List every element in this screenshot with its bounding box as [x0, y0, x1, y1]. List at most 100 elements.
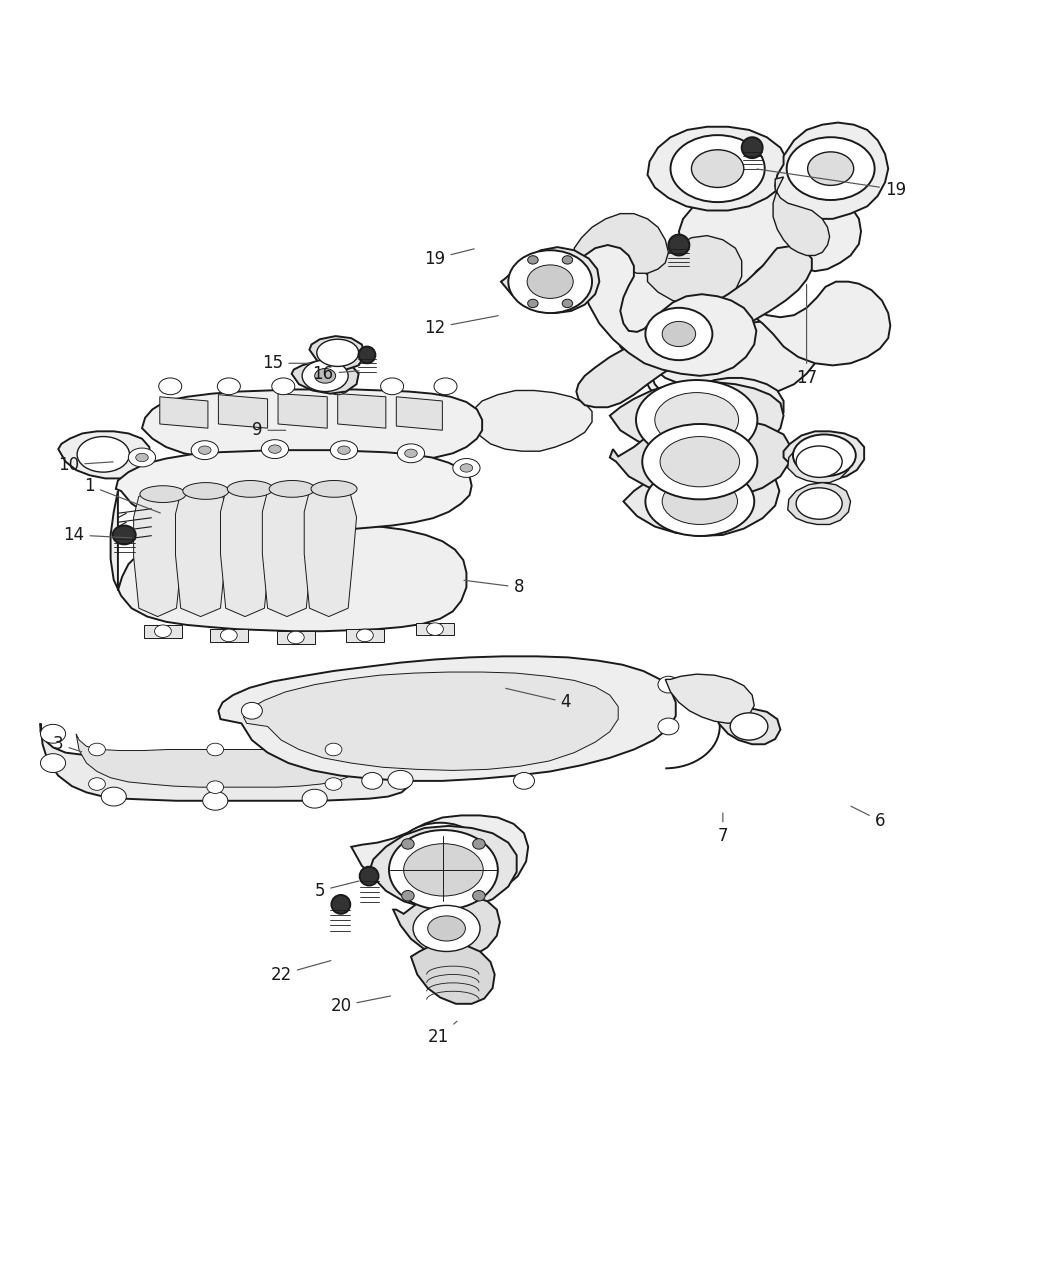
Ellipse shape: [473, 890, 485, 901]
Text: 1: 1: [84, 477, 160, 513]
Ellipse shape: [730, 713, 768, 739]
Ellipse shape: [658, 718, 679, 734]
Ellipse shape: [662, 478, 738, 524]
Ellipse shape: [129, 448, 155, 467]
Polygon shape: [278, 394, 327, 428]
Ellipse shape: [359, 867, 378, 886]
Text: 15: 15: [262, 354, 310, 372]
Polygon shape: [77, 734, 356, 787]
Text: 20: 20: [330, 996, 391, 1015]
Polygon shape: [304, 486, 356, 617]
Text: 9: 9: [252, 421, 286, 440]
Ellipse shape: [434, 377, 457, 395]
Polygon shape: [501, 247, 599, 314]
Text: 22: 22: [270, 960, 331, 983]
Text: 16: 16: [312, 365, 359, 382]
Ellipse shape: [397, 444, 424, 463]
Ellipse shape: [401, 839, 414, 849]
Polygon shape: [650, 321, 820, 395]
Ellipse shape: [154, 625, 171, 638]
Polygon shape: [624, 462, 780, 536]
Ellipse shape: [325, 778, 342, 790]
Polygon shape: [218, 395, 267, 428]
Ellipse shape: [562, 300, 572, 307]
Polygon shape: [41, 723, 411, 801]
Ellipse shape: [158, 377, 181, 395]
Ellipse shape: [202, 792, 227, 810]
Ellipse shape: [389, 830, 498, 909]
Text: 5: 5: [314, 881, 359, 900]
Ellipse shape: [271, 377, 294, 395]
Ellipse shape: [302, 360, 348, 391]
Ellipse shape: [646, 467, 755, 536]
Polygon shape: [773, 177, 830, 255]
Text: 12: 12: [424, 316, 498, 337]
Ellipse shape: [508, 250, 592, 314]
Text: 4: 4: [506, 688, 571, 711]
Ellipse shape: [89, 743, 106, 756]
Ellipse shape: [380, 377, 403, 395]
Text: 21: 21: [428, 1021, 457, 1047]
Polygon shape: [133, 491, 184, 617]
Ellipse shape: [428, 915, 465, 941]
Ellipse shape: [562, 256, 572, 264]
Text: 14: 14: [63, 525, 132, 544]
Polygon shape: [393, 894, 500, 958]
Polygon shape: [337, 394, 386, 428]
Polygon shape: [616, 179, 891, 366]
Ellipse shape: [314, 368, 335, 384]
Ellipse shape: [206, 780, 223, 793]
Ellipse shape: [182, 483, 228, 500]
Polygon shape: [141, 389, 482, 467]
Ellipse shape: [198, 446, 211, 454]
Ellipse shape: [669, 235, 690, 255]
Ellipse shape: [41, 754, 66, 773]
Ellipse shape: [413, 905, 480, 951]
Ellipse shape: [401, 890, 414, 901]
Ellipse shape: [808, 152, 854, 185]
Ellipse shape: [311, 481, 357, 497]
Polygon shape: [784, 431, 865, 479]
Ellipse shape: [403, 844, 483, 896]
Polygon shape: [220, 486, 272, 617]
Text: 19: 19: [424, 249, 474, 268]
Polygon shape: [116, 450, 472, 530]
Ellipse shape: [220, 629, 237, 641]
Polygon shape: [776, 122, 889, 219]
Ellipse shape: [796, 488, 843, 519]
Ellipse shape: [287, 631, 304, 644]
Ellipse shape: [325, 743, 342, 756]
Polygon shape: [788, 441, 851, 483]
Polygon shape: [243, 672, 618, 770]
Ellipse shape: [453, 459, 480, 477]
Ellipse shape: [206, 743, 223, 756]
Ellipse shape: [742, 138, 763, 158]
Ellipse shape: [337, 446, 350, 454]
Ellipse shape: [793, 435, 856, 477]
Polygon shape: [175, 488, 228, 617]
Ellipse shape: [405, 449, 417, 458]
Polygon shape: [210, 629, 247, 641]
Ellipse shape: [411, 836, 470, 882]
Ellipse shape: [527, 300, 538, 307]
Polygon shape: [472, 390, 592, 451]
Ellipse shape: [388, 770, 413, 789]
Ellipse shape: [646, 307, 713, 360]
Polygon shape: [262, 486, 314, 617]
Polygon shape: [788, 483, 851, 524]
Text: 10: 10: [58, 455, 113, 474]
Polygon shape: [416, 623, 454, 635]
Ellipse shape: [527, 265, 573, 298]
Ellipse shape: [135, 454, 148, 462]
Ellipse shape: [460, 464, 473, 472]
Polygon shape: [396, 397, 442, 430]
Polygon shape: [144, 625, 181, 638]
Ellipse shape: [89, 778, 106, 790]
Ellipse shape: [660, 436, 740, 487]
Polygon shape: [218, 657, 676, 780]
Ellipse shape: [113, 525, 135, 544]
Ellipse shape: [217, 377, 240, 395]
Polygon shape: [111, 491, 466, 631]
Ellipse shape: [642, 425, 758, 500]
Polygon shape: [369, 826, 517, 909]
